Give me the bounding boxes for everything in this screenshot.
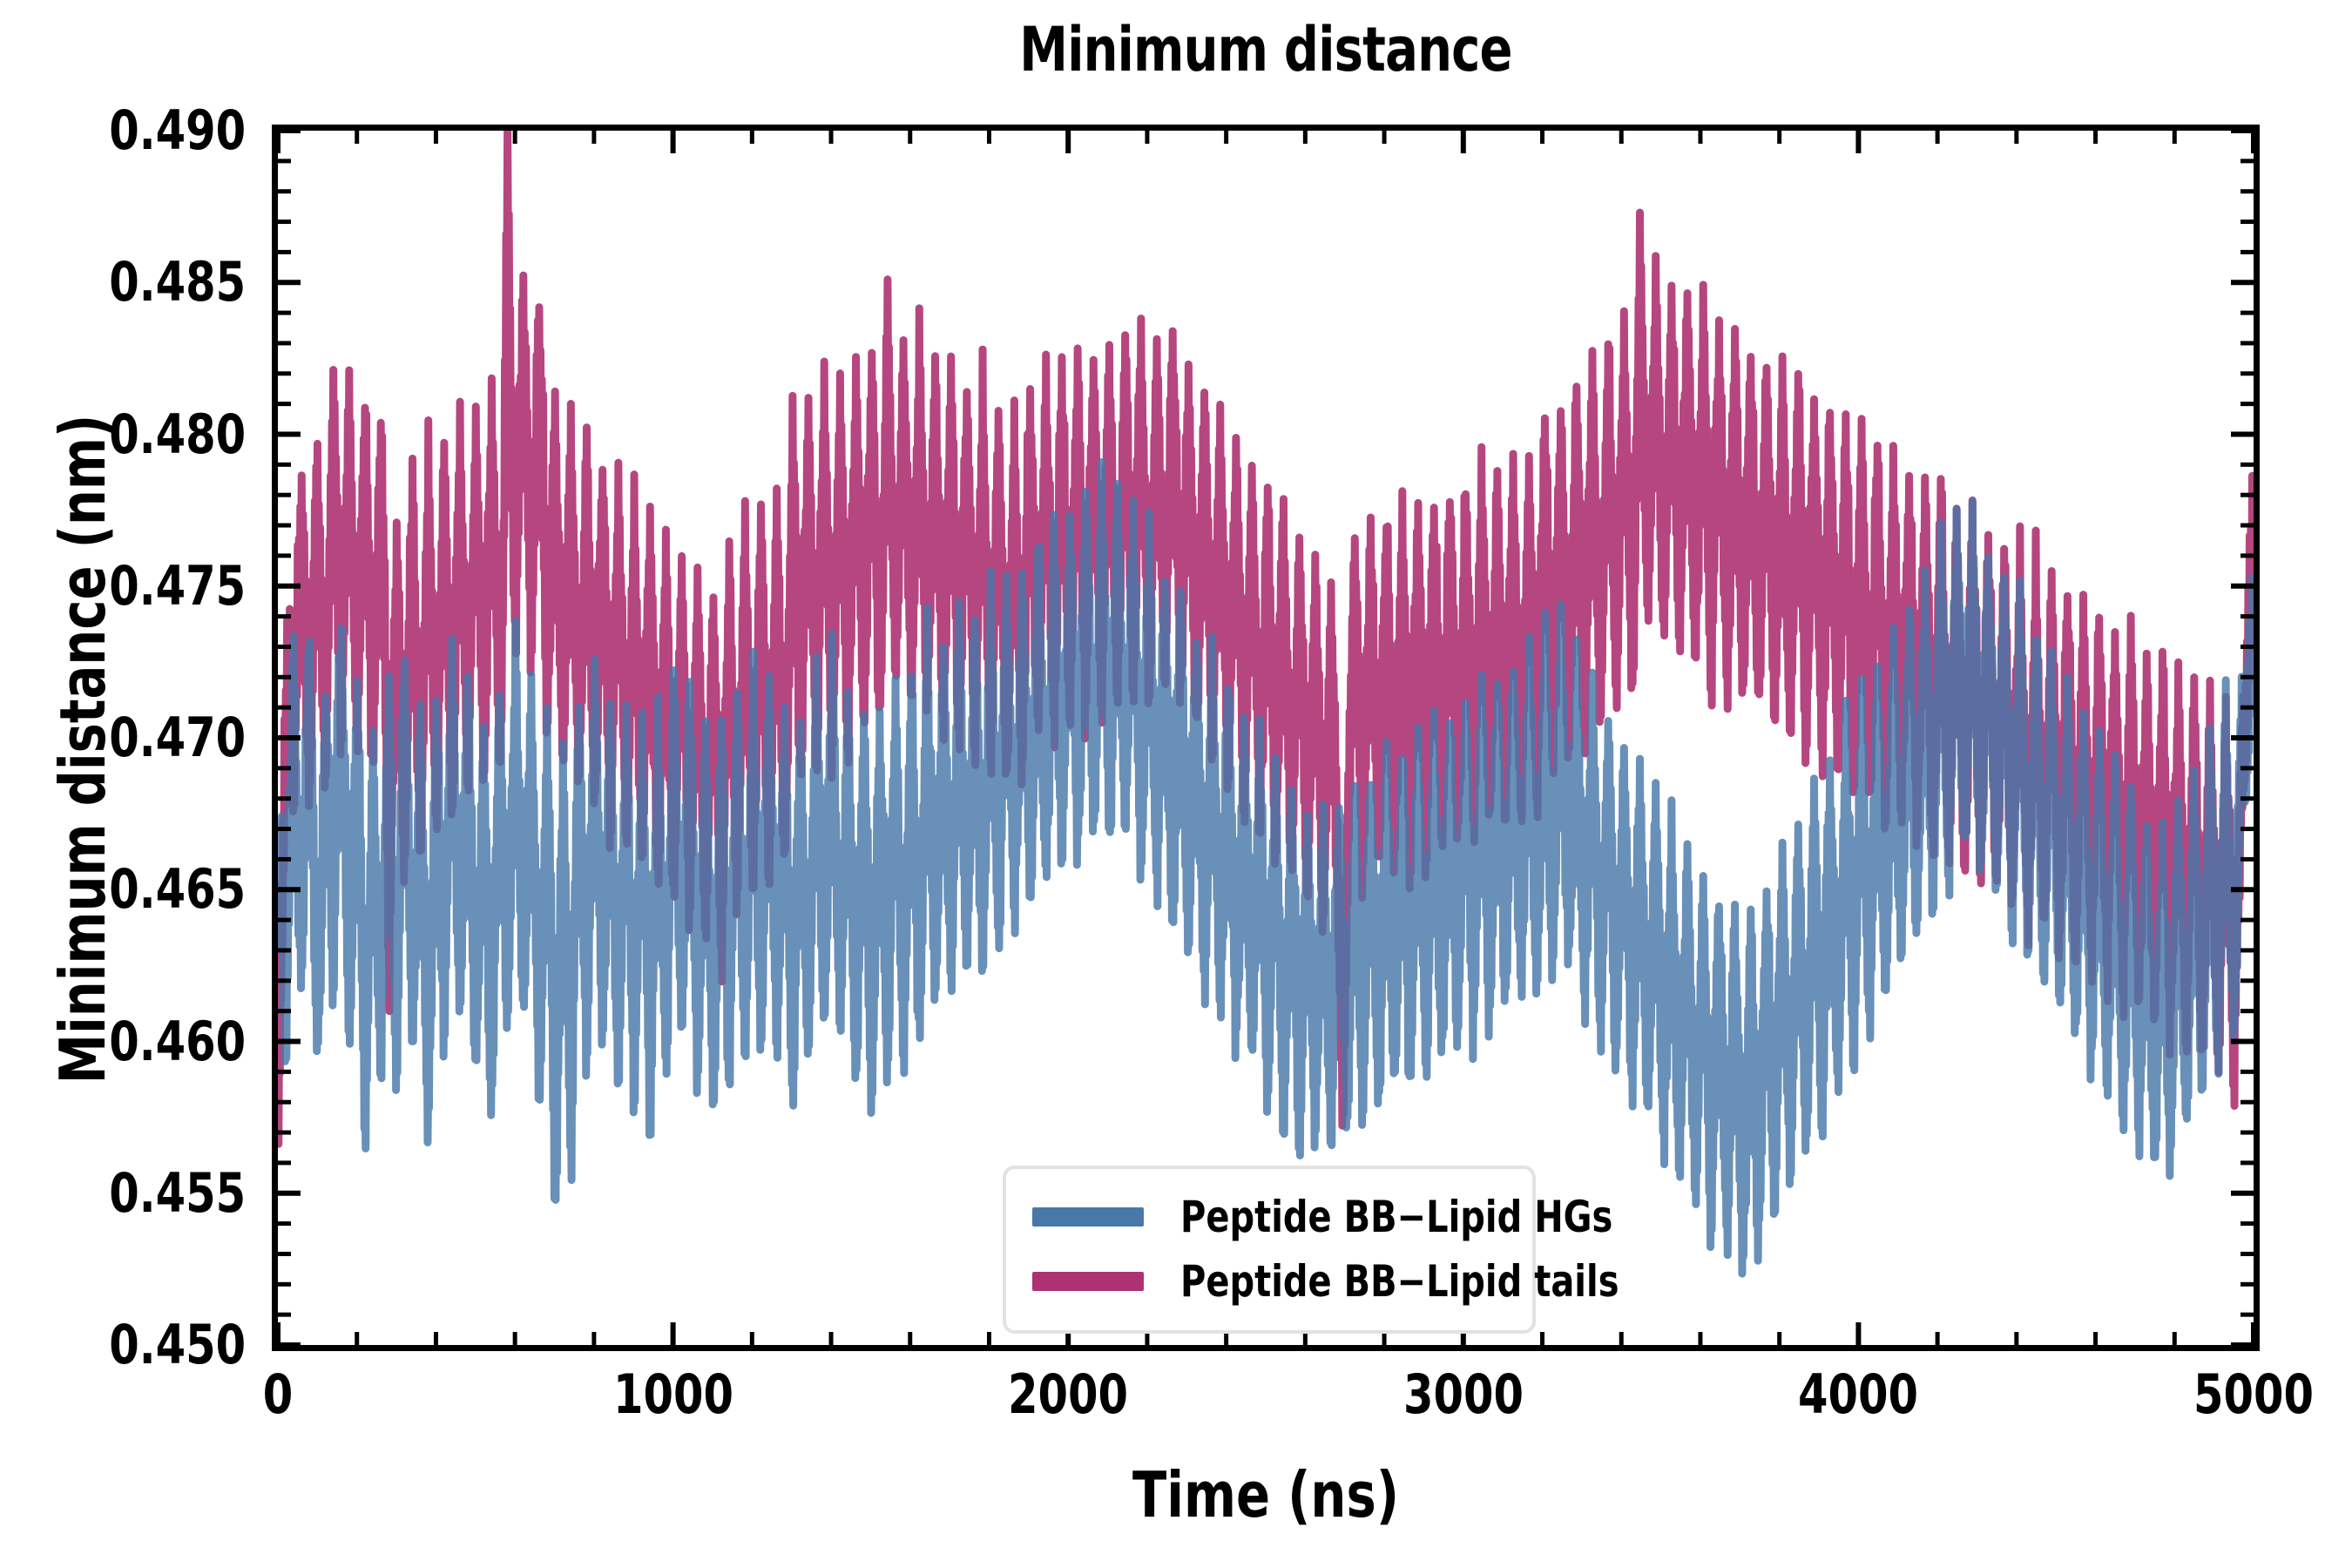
legend-swatch-tails [1032,1272,1144,1291]
x-tick-label: 1000 [612,1362,733,1426]
x-axis-label: Time (ns) [1132,1458,1400,1531]
x-tick-label: 4000 [1798,1362,1919,1426]
page-title: Minimum distance [1019,14,1512,85]
y-tick-label: 0.465 [109,857,246,922]
legend: Peptide BB−Lipid HGs Peptide BB−Lipid ta… [1003,1166,1619,1334]
x-tick-label: 0 [262,1362,294,1426]
legend-item-tails: Peptide BB−Lipid tails [1006,1249,1619,1314]
y-tick-label: 0.490 [109,98,246,162]
y-tick-label: 0.460 [109,1009,246,1073]
y-tick-label: 0.475 [109,553,246,618]
y-tick-label: 0.450 [109,1313,246,1376]
legend-item-hgs: Peptide BB−Lipid HGs [1006,1185,1612,1249]
legend-label-tails: Peptide BB−Lipid tails [1180,1256,1619,1307]
x-tick-label: 2000 [1008,1362,1129,1426]
plot-area [272,125,2260,1351]
y-tick-label: 0.485 [109,250,246,314]
legend-label-hgs: Peptide BB−Lipid HGs [1180,1192,1613,1242]
series-line [278,458,2254,1278]
x-tick-label: 3000 [1402,1362,1524,1426]
legend-swatch-hgs [1032,1207,1144,1227]
y-tick-label: 0.455 [109,1160,246,1225]
y-axis-label: Minimum distance (nm) [46,414,119,1085]
x-tick-label: 5000 [2193,1362,2315,1426]
series-canvas [278,131,2254,1278]
y-tick-label: 0.480 [109,402,246,466]
y-tick-label: 0.470 [109,706,246,769]
